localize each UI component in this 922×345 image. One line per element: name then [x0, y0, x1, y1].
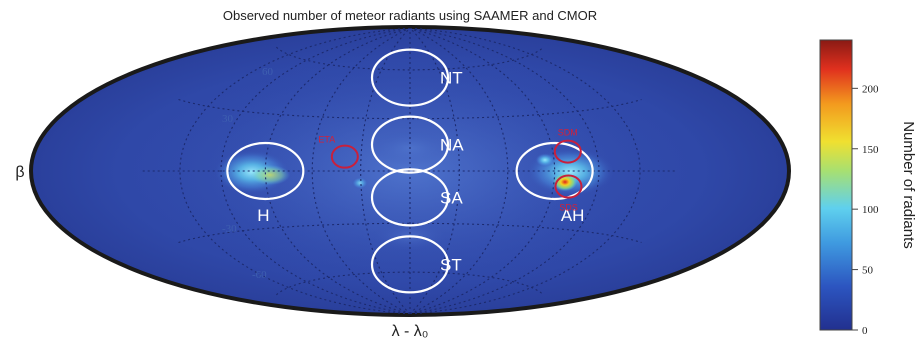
- region-label-na: NA: [440, 136, 464, 155]
- colorbar-tick-label: 50: [862, 265, 874, 277]
- region-circle-ah: [515, 141, 594, 201]
- grid-label-lat-minus-60: -60: [252, 269, 267, 281]
- colorbar-gradient: [819, 39, 853, 331]
- shower-label-eta: ETA: [318, 135, 335, 145]
- source-regions: H NA NT SA ST AH: [226, 48, 594, 294]
- shower-circle-sds: [554, 174, 583, 199]
- colorbar-tick-label: 200: [862, 83, 879, 95]
- colorbar-tick-label: 100: [862, 204, 879, 216]
- sky-map: 60 30 -30 -60 H NA NT SA ST AH ETA SDM SDS: [29, 25, 791, 317]
- antihelion-peak: [553, 173, 577, 191]
- region-label-sa: SA: [440, 188, 463, 207]
- density-field: [142, 28, 678, 314]
- colorbar-ticks: 0 50 100 150 200: [852, 83, 879, 337]
- shower-markers: ETA SDM SDS: [318, 128, 583, 213]
- grid-meridian-30: [409, 28, 460, 314]
- grid-label-lat-minus-30: -30: [222, 223, 237, 235]
- colorbar-tick-label: 150: [862, 144, 879, 156]
- region-circle-na: [370, 115, 450, 174]
- x-axis-label: λ - λ₀: [392, 323, 429, 340]
- shower-label-sdm: SDM: [558, 128, 578, 138]
- grid-parallel-60: [276, 46, 544, 71]
- colorbar-label: Number of radiants: [900, 121, 917, 249]
- shower-label-sds: SDS: [559, 203, 578, 213]
- region-circle-nt: [370, 48, 450, 107]
- shower-circle-eta: [330, 144, 359, 169]
- grid-label-lat-30: 30: [222, 113, 234, 125]
- region-label-h: H: [257, 206, 269, 225]
- grid-label-lat-60: 60: [262, 66, 274, 78]
- region-circle-st: [370, 235, 450, 294]
- region-label-st: ST: [440, 255, 462, 274]
- y-axis-label: β: [15, 164, 24, 181]
- region-label-ah: AH: [561, 206, 585, 225]
- grid-parallel--60: [276, 271, 544, 296]
- region-circle-sa: [370, 168, 450, 227]
- graticule: [142, 28, 678, 314]
- region-circle-h: [226, 141, 305, 201]
- grid-meridian--120: [220, 28, 411, 314]
- colorbar-tick-label: 0: [862, 325, 868, 337]
- grid-meridian--30: [360, 28, 411, 314]
- chart-title: Observed number of meteor radiants using…: [223, 8, 597, 23]
- colorbar: 0 50 100 150 200 Number of radiants: [819, 39, 917, 337]
- region-label-nt: NT: [440, 69, 463, 88]
- grid-meridian-120: [409, 28, 600, 314]
- shower-circle-sdm: [553, 139, 582, 164]
